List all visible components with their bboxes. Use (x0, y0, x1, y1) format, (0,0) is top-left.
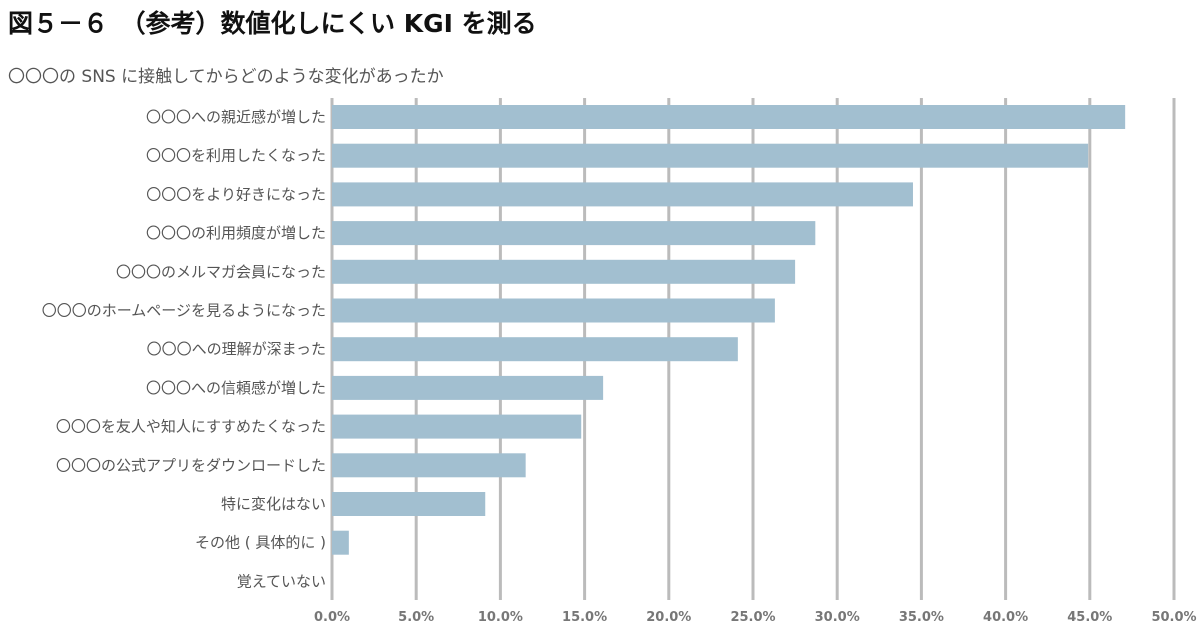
x-tick-label: 5.0% (398, 610, 434, 625)
category-label: 覚えていない (237, 572, 326, 590)
category-label: 〇〇〇をより好きになった (146, 185, 326, 203)
category-label: 〇〇〇を友人や知人にすすめたくなった (56, 418, 326, 436)
category-label: 〇〇〇のホームページを見るようになった (42, 302, 326, 320)
x-tick-label: 15.0% (562, 610, 607, 625)
bar (332, 298, 775, 323)
bar (332, 414, 582, 439)
category-label: 特に変化はない (221, 495, 326, 513)
bar (332, 105, 1126, 129)
x-tick-label: 40.0% (983, 610, 1028, 625)
x-tick-label: 25.0% (730, 610, 775, 625)
category-label: 〇〇〇への親近感が増した (146, 108, 326, 126)
bar (332, 375, 604, 400)
x-tick-label: 20.0% (646, 610, 691, 625)
category-label: 〇〇〇を利用したくなった (146, 147, 326, 165)
bar (332, 259, 796, 284)
category-label: 〇〇〇の利用頻度が増した (146, 224, 326, 242)
bar (332, 221, 816, 246)
x-tick-label: 30.0% (815, 610, 860, 625)
bar (332, 337, 738, 362)
category-label: その他 ( 具体的に ) (195, 534, 326, 552)
bar (332, 492, 486, 516)
bar (332, 453, 526, 478)
chart-title: 図５－６ （参考）数値化しにくい KGI を測る (8, 9, 537, 38)
x-tick-label: 0.0% (314, 610, 350, 625)
bar (332, 143, 1089, 168)
category-label: 〇〇〇の公式アプリをダウンロードした (56, 456, 326, 474)
category-label: 〇〇〇のメルマガ会員になった (116, 263, 326, 281)
bar (332, 530, 349, 555)
category-label: 〇〇〇への理解が深まった (147, 340, 326, 358)
bar (332, 182, 913, 207)
category-label: 〇〇〇への信頼感が増した (146, 379, 326, 397)
x-tick-label: 35.0% (899, 610, 944, 625)
x-tick-label: 50.0% (1151, 610, 1196, 625)
chart-subtitle: 〇〇〇の SNS に接触してからどのような変化があったか (8, 67, 444, 87)
x-tick-label: 10.0% (478, 610, 523, 625)
x-tick-label: 45.0% (1067, 610, 1112, 625)
